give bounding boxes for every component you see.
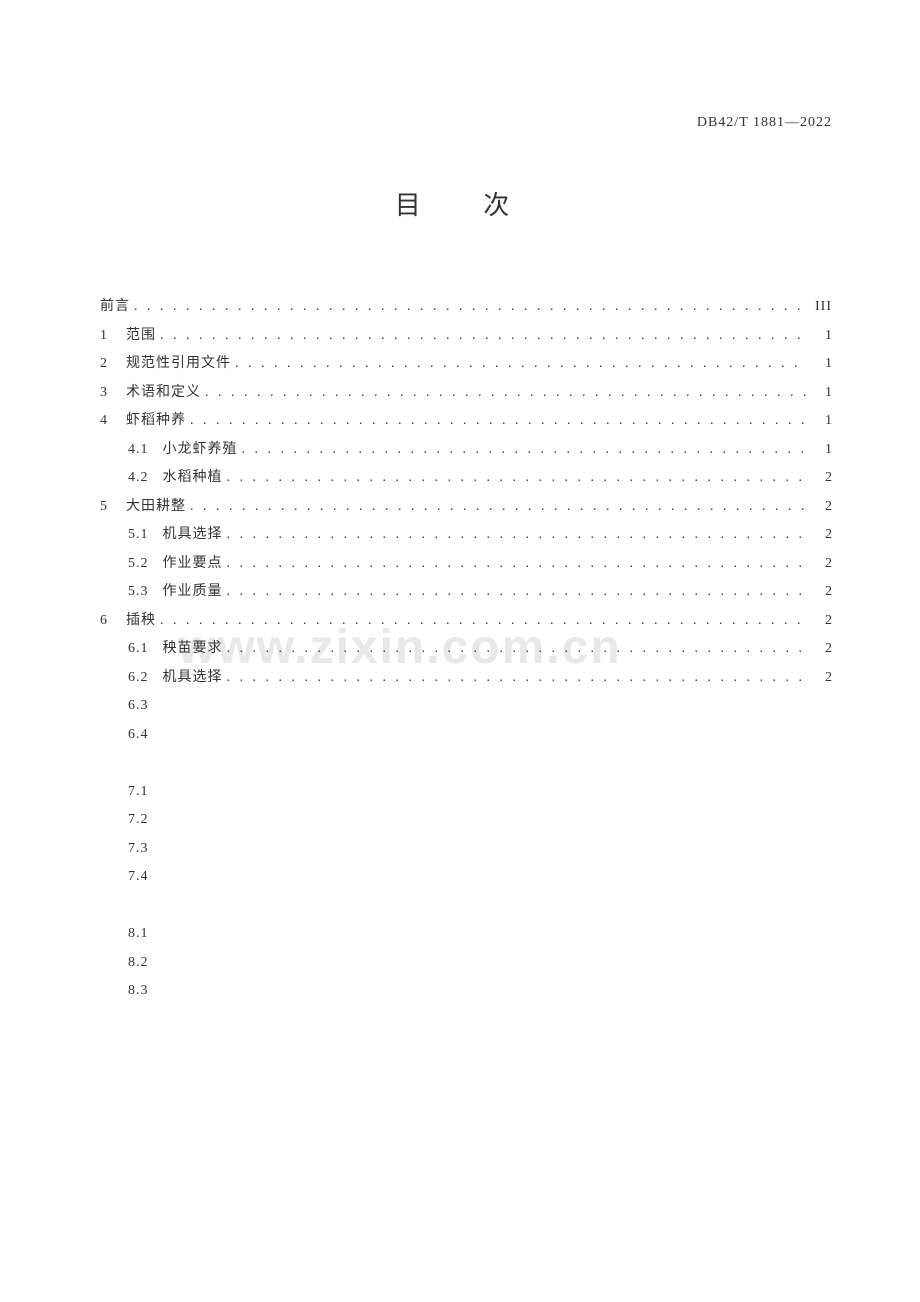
toc-number: 5.3 — [128, 585, 149, 599]
toc-leader-dots: . . . . . . . . . . . . . . . . . . . . … — [160, 614, 808, 628]
toc-page-number: 1 — [812, 357, 832, 371]
toc-leader-dots: . . . . . . . . . . . . . . . . . . . . … — [227, 471, 809, 485]
toc-entry: 8.1. . . . . . . . . . . . . . . . . . .… — [100, 927, 832, 941]
toc-number: 4 — [100, 414, 112, 428]
toc-entry: 5.1 机具选择 . . . . . . . . . . . . . . . . .… — [100, 528, 832, 542]
toc-entry: 6.1 秧苗要求 . . . . . . . . . . . . . . . . .… — [100, 642, 832, 656]
toc-number: 7.1 — [128, 785, 149, 799]
toc-page-number: 2 — [812, 671, 832, 685]
toc-leader-dots: . . . . . . . . . . . . . . . . . . . . … — [242, 443, 809, 457]
toc-label: 机具选择 — [163, 528, 223, 542]
toc-entry — [100, 756, 832, 770]
toc-number: 3 — [100, 386, 112, 400]
toc-label: 水稻种植 — [163, 471, 223, 485]
toc-number: 1 — [100, 329, 112, 343]
toc-number: 5.2 — [128, 557, 149, 571]
toc-page-number: 2 — [812, 642, 832, 656]
toc-label: 大田耕整 — [126, 500, 186, 514]
toc-label: 作业要点 — [163, 557, 223, 571]
toc-entry — [100, 899, 832, 913]
toc-entry: 6.2 机具选择 . . . . . . . . . . . . . . . . .… — [100, 671, 832, 685]
toc-number: 6.4 — [128, 728, 149, 742]
toc-leader-dots: . . . . . . . . . . . . . . . . . . . . … — [160, 329, 808, 343]
toc-page-number: 1 — [812, 386, 832, 400]
toc-leader-dots: . . . . . . . . . . . . . . . . . . . . … — [235, 357, 808, 371]
toc-page-number: 2 — [812, 528, 832, 542]
toc-leader-dots: . . . . . . . . . . . . . . . . . . . . … — [134, 300, 808, 314]
toc-entry: 前言 . . . . . . . . . . . . . . . . . . . … — [100, 300, 832, 314]
toc-entry: 4.1 小龙虾养殖 . . . . . . . . . . . . . . . . … — [100, 443, 832, 457]
toc-number: 7.2 — [128, 813, 149, 827]
toc-leader-dots: . . . . . . . . . . . . . . . . . . . . … — [205, 386, 808, 400]
toc-entry: 6.3. . . . . . . . . . . . . . . . . . .… — [100, 699, 832, 713]
toc-number: 2 — [100, 357, 112, 371]
toc-entry: 8.3. . . . . . . . . . . . . . . . . . .… — [100, 984, 832, 998]
toc-label: 秧苗要求 — [163, 642, 223, 656]
toc-leader-dots: . . . . . . . . . . . . . . . . . . . . … — [227, 671, 809, 685]
toc-label: 范围 — [126, 329, 156, 343]
toc-number: 6.1 — [128, 642, 149, 656]
toc-leader-dots: . . . . . . . . . . . . . . . . . . . . … — [227, 557, 809, 571]
toc-entry: 2 规范性引用文件 . . . . . . . . . . . . . . . . … — [100, 357, 832, 371]
toc-number: 4.2 — [128, 471, 149, 485]
toc-entry: 6 插秧 . . . . . . . . . . . . . . . . . . .… — [100, 614, 832, 628]
toc-page-number: 2 — [812, 500, 832, 514]
toc-number: 7.4 — [128, 870, 149, 884]
toc-page-number: 1 — [812, 329, 832, 343]
toc-entry: 6.4. . . . . . . . . . . . . . . . . . .… — [100, 728, 832, 742]
toc-number: 8.3 — [128, 984, 149, 998]
toc-number: 8.1 — [128, 927, 149, 941]
toc-label: 虾稻种养 — [126, 414, 186, 428]
toc-page-number: 2 — [812, 471, 832, 485]
toc-number: 5.1 — [128, 528, 149, 542]
toc-number: 4.1 — [128, 443, 149, 457]
toc-entry: 4 虾稻种养 . . . . . . . . . . . . . . . . . .… — [100, 414, 832, 428]
toc-number: 8.2 — [128, 956, 149, 970]
toc-label: 插秧 — [126, 614, 156, 628]
toc-entry: 4.2 水稻种植 . . . . . . . . . . . . . . . . .… — [100, 471, 832, 485]
toc-label: 机具选择 — [163, 671, 223, 685]
toc-page-number: 2 — [812, 614, 832, 628]
toc-entry: 3 术语和定义 . . . . . . . . . . . . . . . . . … — [100, 386, 832, 400]
toc-number: 6 — [100, 614, 112, 628]
toc-entry: 5 大田耕整 . . . . . . . . . . . . . . . . . .… — [100, 500, 832, 514]
toc-label: 小龙虾养殖 — [163, 443, 238, 457]
toc-number: 5 — [100, 500, 112, 514]
toc-leader-dots: . . . . . . . . . . . . . . . . . . . . … — [190, 500, 808, 514]
table-of-contents: 前言 . . . . . . . . . . . . . . . . . . . … — [100, 300, 832, 998]
toc-entry: 1 范围 . . . . . . . . . . . . . . . . . . .… — [100, 329, 832, 343]
toc-page-number: 2 — [812, 585, 832, 599]
toc-label: 前言 — [100, 300, 130, 314]
toc-leader-dots: . . . . . . . . . . . . . . . . . . . . … — [190, 414, 808, 428]
toc-page-number: 1 — [812, 414, 832, 428]
toc-label: 规范性引用文件 — [126, 357, 231, 371]
standard-code: DB42/T 1881—2022 — [697, 115, 832, 131]
toc-entry: 5.3 作业质量 . . . . . . . . . . . . . . . . .… — [100, 585, 832, 599]
toc-number: 6.2 — [128, 671, 149, 685]
toc-leader-dots: . . . . . . . . . . . . . . . . . . . . … — [227, 528, 809, 542]
toc-entry: 8.2. . . . . . . . . . . . . . . . . . .… — [100, 956, 832, 970]
toc-page-number: III — [812, 300, 832, 314]
toc-leader-dots: . . . . . . . . . . . . . . . . . . . . … — [227, 585, 809, 599]
toc-entry: 7.2. . . . . . . . . . . . . . . . . . .… — [100, 813, 832, 827]
toc-label: 术语和定义 — [126, 386, 201, 400]
page-title: 目 次 — [100, 185, 832, 222]
toc-entry: 7.3. . . . . . . . . . . . . . . . . . .… — [100, 842, 832, 856]
toc-page-number: 2 — [812, 557, 832, 571]
toc-leader-dots: . . . . . . . . . . . . . . . . . . . . … — [227, 642, 809, 656]
toc-label: 作业质量 — [163, 585, 223, 599]
toc-entry: 5.2 作业要点 . . . . . . . . . . . . . . . . .… — [100, 557, 832, 571]
toc-number: 6.3 — [128, 699, 149, 713]
toc-entry: 7.4. . . . . . . . . . . . . . . . . . .… — [100, 870, 832, 884]
toc-number: 7.3 — [128, 842, 149, 856]
toc-page-number: 1 — [812, 443, 832, 457]
toc-entry: 7.1. . . . . . . . . . . . . . . . . . .… — [100, 785, 832, 799]
